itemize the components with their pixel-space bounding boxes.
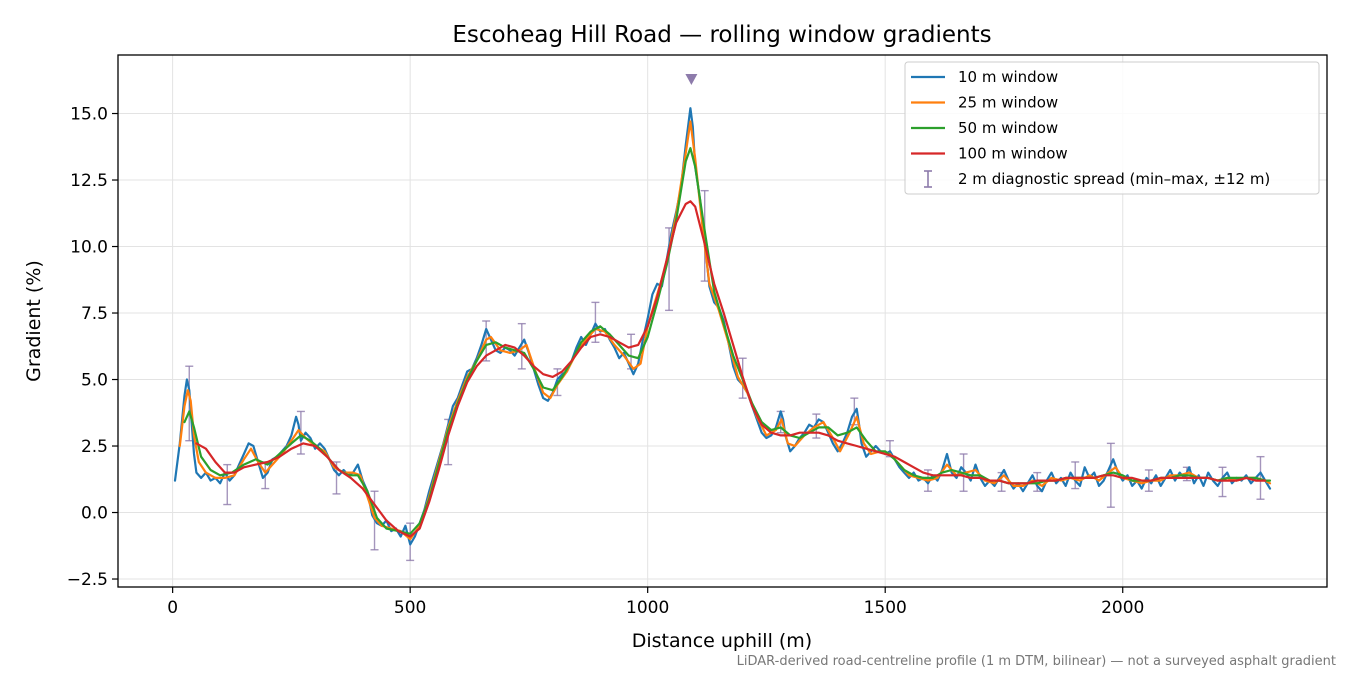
max-marker-group: [685, 73, 698, 85]
footnote: LiDAR-derived road-centreline profile (1…: [737, 654, 1336, 669]
series-lines: [173, 107, 1272, 546]
x-tick-label: 500: [394, 598, 426, 618]
x-tick-label: 0: [167, 598, 178, 618]
legend-items: 10 m window 25 m window 50 m window 100 m w…: [911, 68, 1270, 188]
max-gradient-marker: [685, 73, 698, 85]
y-tick-label: 12.5: [70, 171, 108, 191]
legend-item: 50 m window: [911, 119, 1058, 137]
y-tick-label: 5.0: [81, 371, 108, 391]
x-tick-label: 2000: [1101, 598, 1144, 618]
legend-item: 25 m window: [911, 94, 1058, 112]
legend: 10 m window 25 m window 50 m window 100 m w…: [904, 61, 1320, 195]
legend-item: 10 m window: [911, 68, 1058, 86]
y-tick-label: 0.0: [81, 504, 108, 524]
chart-title: Escoheag Hill Road — rolling window grad…: [452, 22, 991, 48]
y-tick-label: 15.0: [70, 105, 108, 125]
x-tick-label: 1000: [626, 598, 669, 618]
series-line-4: [195, 200, 1267, 538]
y-tick-label: −2.5: [67, 570, 108, 590]
plot-frame: [117, 54, 1328, 588]
legend-box: [904, 61, 1320, 195]
x-axis-ticks: 0 500 1000 1500 2000: [167, 587, 1144, 618]
error-bar: [1256, 455, 1265, 500]
error-bar: [1071, 461, 1080, 490]
error-bar: [1033, 471, 1042, 492]
legend-label: 100 m window: [958, 145, 1068, 163]
legend-label: 2 m diagnostic spread (min–max, ±12 m): [958, 170, 1270, 188]
error-bar: [223, 463, 232, 506]
legend-item: 100 m window: [911, 145, 1068, 163]
y-tick-label: 7.5: [81, 304, 108, 324]
legend-item: 2 m diagnostic spread (min–max, ±12 m): [924, 170, 1270, 188]
legend-label: 25 m window: [958, 94, 1058, 112]
x-axis-label: Distance uphill (m): [632, 630, 812, 652]
y-axis-label: Gradient (%): [23, 260, 45, 382]
y-tick-label: 10.0: [70, 238, 108, 258]
error-bar: [1218, 466, 1227, 498]
error-bar: [517, 322, 526, 370]
y-axis-ticks: −2.5 0.0 2.5 5.0 7.5 10.0 12.5 15.0: [67, 105, 118, 590]
x-tick-label: 1500: [864, 598, 907, 618]
legend-label: 10 m window: [958, 68, 1058, 86]
y-tick-label: 2.5: [81, 437, 108, 457]
legend-label: 50 m window: [958, 119, 1058, 137]
